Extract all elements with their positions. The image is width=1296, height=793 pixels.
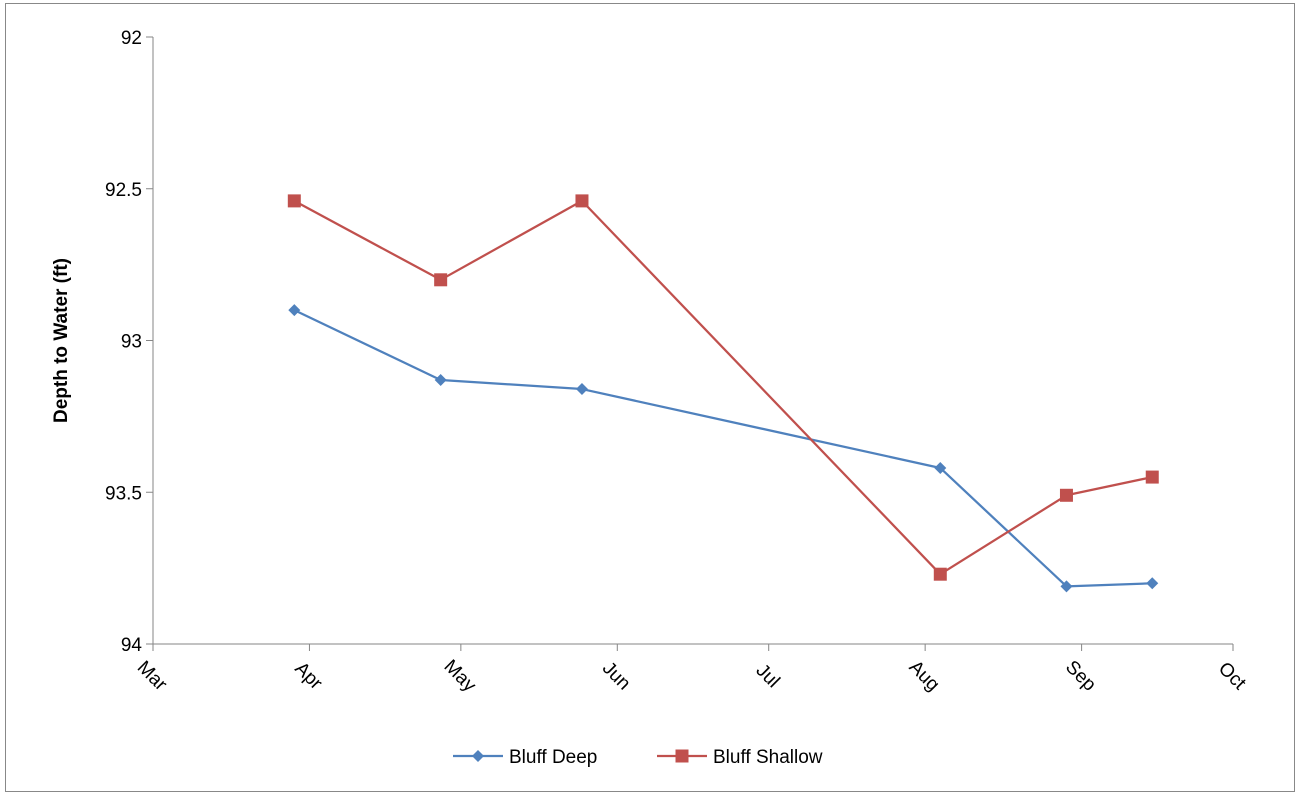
- legend: Bluff Deep Bluff Shallow: [453, 747, 823, 768]
- data-point-bluff-deep: [1146, 577, 1159, 590]
- series-line-bluff-deep: [293, 309, 1153, 588]
- x-tick-label: Apr: [290, 658, 326, 694]
- series-bluff-deep: [288, 304, 1159, 593]
- data-point-bluff-shallow: [1145, 470, 1159, 484]
- y-tick-label: 92.5: [105, 180, 142, 201]
- data-point-bluff-deep: [1060, 580, 1073, 593]
- y-axis-title: Depth to Water (ft): [51, 258, 72, 423]
- y-tick-label: 94: [121, 635, 143, 656]
- x-tick-label: Sep: [1061, 657, 1100, 696]
- data-point-bluff-shallow: [1059, 488, 1073, 502]
- x-tick-label: Mar: [133, 657, 171, 695]
- legend-marker-bluff-deep: [472, 750, 484, 762]
- legend-marker-bluff-shallow: [675, 749, 689, 763]
- data-point-bluff-deep: [288, 304, 301, 317]
- y-tick-label: 93.5: [105, 483, 142, 504]
- legend-label-bluff-shallow: Bluff Shallow: [713, 747, 823, 768]
- series-bluff-shallow: [287, 194, 1159, 581]
- x-tick-label: Aug: [905, 657, 944, 696]
- series-line-bluff-shallow: [293, 199, 1153, 576]
- y-tick-label: 92: [121, 28, 142, 49]
- y-tick-label: 93: [121, 332, 142, 353]
- legend-item-bluff-shallow: Bluff Shallow: [657, 747, 823, 768]
- legend-label-bluff-deep: Bluff Deep: [509, 747, 597, 768]
- legend-item-bluff-deep: Bluff Deep: [453, 747, 597, 768]
- series-layer: [287, 194, 1159, 593]
- data-point-bluff-shallow: [287, 194, 301, 208]
- data-point-bluff-shallow: [933, 567, 947, 581]
- data-point-bluff-shallow: [434, 273, 448, 287]
- x-tick-label: Jul: [752, 660, 784, 692]
- data-point-bluff-deep: [575, 383, 588, 396]
- x-tick-label: Jun: [598, 658, 635, 695]
- data-point-bluff-deep: [434, 373, 447, 386]
- chart-frame: [5, 3, 1295, 792]
- x-tick-label: Oct: [1214, 658, 1250, 694]
- x-tick-label: May: [440, 656, 481, 697]
- data-point-bluff-deep: [934, 461, 947, 474]
- data-point-bluff-shallow: [575, 194, 589, 208]
